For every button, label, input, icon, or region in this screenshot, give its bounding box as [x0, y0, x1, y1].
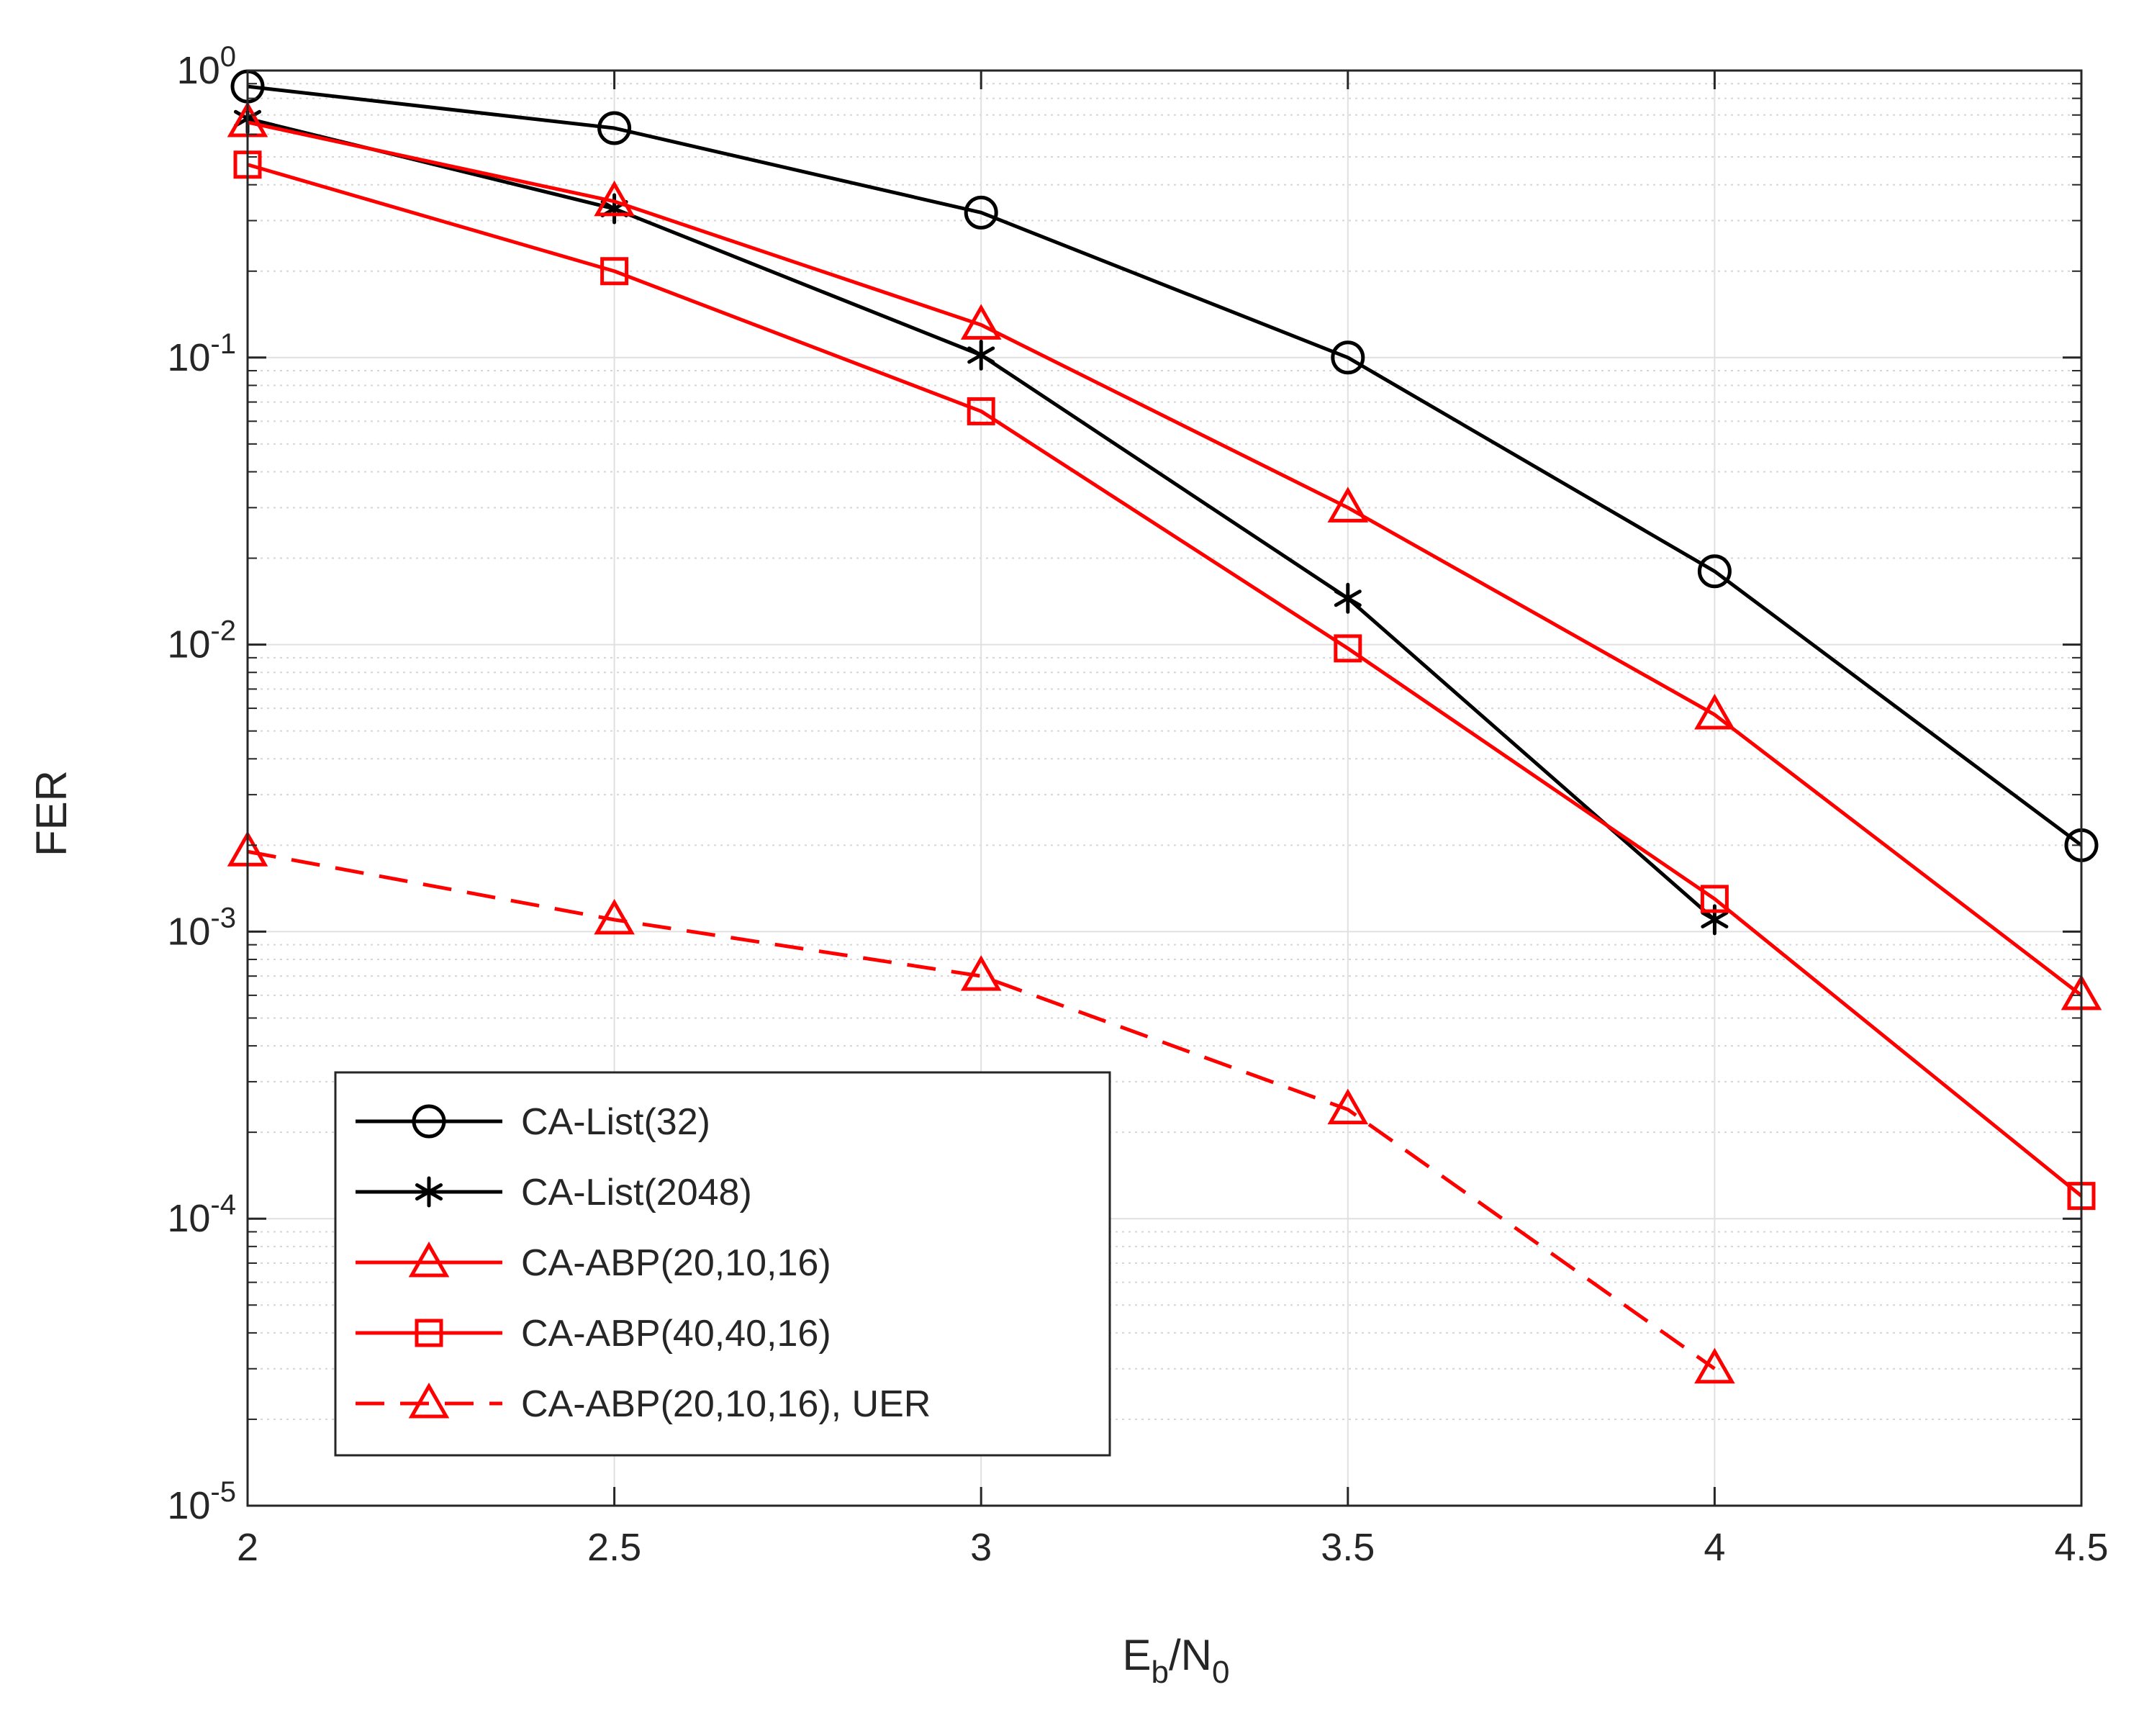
x-tick-label: 4.5: [2054, 1526, 2108, 1569]
legend-label: CA-ABP(20,10,16): [521, 1242, 831, 1284]
legend-label: CA-List(2048): [521, 1172, 752, 1213]
x-tick-label: 4: [1704, 1526, 1725, 1569]
series-4: [227, 831, 1735, 1384]
data-point-marker: [600, 257, 629, 286]
data-point-marker: [1700, 885, 1729, 913]
data-point-marker: [1327, 1088, 1369, 1125]
legend-marker: [408, 1241, 450, 1278]
legend-entry: CA-ABP(20,10,16): [356, 1241, 831, 1284]
asterisk-stroke: [1334, 589, 1362, 607]
legend-entry: CA-ABP(20,10,16), UER: [356, 1382, 931, 1425]
plot-frame: [246, 69, 2083, 1507]
y-axis-label: FER: [27, 770, 76, 856]
data-point-marker: [1694, 1347, 1735, 1384]
data-point-marker: [1331, 340, 1365, 375]
legend-marker: [408, 1382, 450, 1419]
y-tick-label: 100: [177, 41, 236, 92]
asterisk-stroke: [415, 1183, 443, 1201]
data-point-marker: [594, 180, 635, 217]
x-label-main: E: [1123, 1631, 1152, 1679]
legend-entry: CA-List(32): [356, 1101, 710, 1143]
x-label-sub-b: b: [1152, 1655, 1169, 1690]
y-tick-label: 10-2: [167, 615, 236, 666]
legend: CA-List(32) CA-List(2048) CA-ABP(20,10,16)…: [334, 1071, 1111, 1457]
data-point-marker: [594, 898, 635, 935]
legend-label: CA-ABP(20,10,16), UER: [521, 1383, 931, 1425]
x-axis-label: Eb/N0: [1123, 1631, 1230, 1690]
data-point-marker: [967, 397, 995, 425]
x-tick-label: 3.5: [1321, 1526, 1375, 1569]
data-point-marker: [1694, 693, 1735, 730]
legend-label: CA-ABP(40,40,16): [521, 1313, 831, 1355]
legend-entry: CA-ABP(40,40,16): [356, 1313, 831, 1355]
x-tick-label: 3: [970, 1526, 992, 1569]
legend-marker: [415, 1176, 443, 1208]
series-line: [247, 120, 2083, 997]
data-point-marker: [967, 339, 995, 371]
series-0: [230, 69, 2099, 862]
data-point-marker: [1697, 554, 1732, 589]
plot-series: [227, 69, 2102, 1384]
data-point-marker: [964, 195, 998, 230]
legend-label: CA-List(32): [521, 1101, 710, 1143]
data-point-marker: [960, 955, 1002, 991]
series-line: [247, 849, 1716, 1370]
asterisk-stroke: [967, 346, 995, 364]
y-tick-label: 10-4: [167, 1189, 236, 1240]
series-line: [247, 163, 2083, 1198]
series-3: [233, 150, 2096, 1211]
data-point-marker: [1334, 634, 1362, 663]
data-point-marker: [1334, 582, 1362, 614]
axis-ticks: 2 2.5 3 3.5 4 4.5 10-5 10-4 10-3 10-2 10-1 100: [167, 41, 2108, 1569]
legend-marker: [415, 1319, 443, 1347]
x-tick-label: 2.5: [587, 1526, 641, 1569]
data-point-marker: [597, 111, 632, 145]
data-point-marker: [1327, 487, 1369, 523]
y-tick-label: 10-1: [167, 328, 236, 379]
legend-entry: CA-List(2048): [356, 1172, 752, 1213]
series-2: [227, 101, 2102, 1011]
asterisk-stroke: [1701, 910, 1729, 928]
x-label-sep: /N: [1169, 1631, 1212, 1679]
x-tick-label: 2: [237, 1526, 258, 1569]
legend-marker: [412, 1104, 446, 1139]
y-tick-label: 10-5: [167, 1476, 236, 1527]
data-point-marker: [960, 304, 1002, 340]
x-label-sub-0: 0: [1212, 1655, 1229, 1690]
y-tick-label: 10-3: [167, 902, 236, 953]
axis-labels: FER Eb/N0: [27, 770, 1230, 1690]
series-line: [247, 84, 2083, 847]
